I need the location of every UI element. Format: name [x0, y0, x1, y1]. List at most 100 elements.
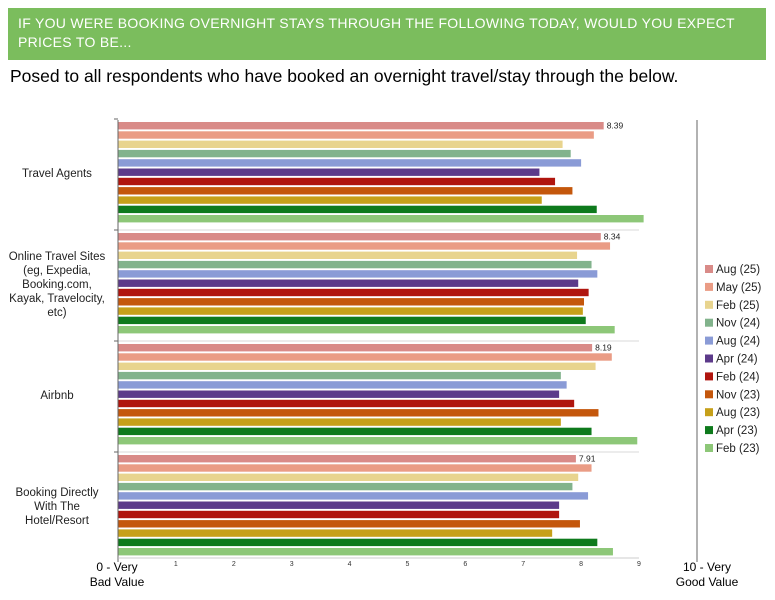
bar [118, 159, 582, 167]
data-label: 8.39 [607, 120, 624, 130]
legend-swatch [705, 336, 713, 345]
bar [118, 492, 589, 500]
bar [118, 187, 573, 195]
bar [118, 437, 638, 445]
legend-item: May (25) [705, 282, 762, 294]
bar [118, 455, 576, 463]
x-tick-label: 2 [232, 561, 236, 568]
chart-subtitle: Posed to all respondents who have booked… [10, 66, 679, 86]
legend-swatch [705, 408, 713, 417]
data-label: 7.91 [579, 453, 596, 463]
bar [118, 409, 599, 417]
legend-item: Aug (25) [705, 264, 760, 276]
bar [118, 288, 589, 297]
bar [118, 538, 598, 547]
legend-label: Aug (24) [716, 336, 760, 348]
legend-item: Feb (25) [705, 300, 760, 312]
bar [118, 353, 612, 361]
legend-swatch [705, 426, 713, 435]
data-label: 8.19 [595, 342, 612, 352]
bar [118, 233, 601, 241]
legend-label: Feb (24) [716, 371, 760, 383]
right-end-label: 10 - Very Good Value [676, 560, 739, 589]
bar [118, 149, 571, 158]
legend-swatch [705, 282, 713, 291]
legend-swatch [705, 372, 713, 381]
bar [118, 390, 560, 398]
bar [118, 122, 604, 130]
bar [118, 529, 553, 537]
bar [118, 131, 594, 139]
legend-swatch [705, 444, 713, 452]
bar [118, 168, 540, 176]
bar [118, 140, 563, 148]
legend-label: Nov (23) [716, 389, 760, 401]
bar [118, 381, 567, 389]
bar [118, 260, 592, 269]
legend-swatch [705, 265, 713, 273]
legend-item: Apr (23) [705, 425, 758, 437]
legend-label: May (25) [716, 282, 762, 294]
legend-swatch [705, 318, 713, 327]
x-tick-label: 8 [579, 561, 583, 568]
bar [118, 548, 613, 556]
bar [118, 482, 573, 491]
legend-item: Feb (24) [705, 371, 760, 383]
legend-swatch [705, 354, 713, 363]
legend-item: Nov (23) [705, 389, 760, 401]
bar [118, 362, 596, 370]
bar [118, 344, 593, 352]
legend-item: Nov (24) [705, 318, 760, 330]
legend-label: Feb (23) [716, 443, 760, 455]
legend-label: Nov (24) [716, 318, 760, 330]
legend-label: Feb (25) [716, 300, 760, 312]
bar [118, 473, 579, 481]
bar [118, 270, 598, 278]
legend-item: Aug (24) [705, 336, 760, 348]
x-tick-label: 6 [463, 561, 467, 568]
legend-label: Apr (23) [716, 425, 758, 437]
bar [118, 196, 542, 204]
bar [118, 316, 586, 325]
header-title: IF YOU WERE BOOKING OVERNIGHT STAYS THRO… [18, 15, 735, 50]
left-end-label: 0 - Very Bad Value [90, 560, 145, 589]
x-tick-label: 9 [637, 561, 641, 568]
category-label: Travel Agents [22, 168, 92, 180]
plot-area [118, 229, 639, 453]
bar [118, 205, 597, 214]
bar [118, 242, 611, 250]
bar [118, 399, 575, 408]
header-bar: IF YOU WERE BOOKING OVERNIGHT STAYS THRO… [8, 8, 766, 60]
x-tick-label: 5 [405, 561, 409, 568]
x-tick-label: 1 [174, 561, 178, 568]
bar [118, 510, 560, 519]
bar [118, 307, 583, 315]
category-label: Online Travel Sites (eg, Expedia, Booking.… [9, 251, 106, 319]
bar [118, 215, 644, 223]
category-label: Airbnb [40, 390, 73, 402]
legend-item: Aug (23) [705, 407, 760, 419]
legend-swatch [705, 300, 713, 309]
bar [118, 326, 615, 334]
x-tick-label: 3 [290, 561, 294, 568]
bar [118, 464, 592, 472]
x-tick-label: 7 [521, 561, 525, 568]
legend-item: Apr (24) [705, 354, 758, 366]
axes [114, 118, 698, 562]
legend-label: Apr (24) [716, 354, 758, 366]
bar [118, 520, 580, 528]
legend-label: Aug (23) [716, 407, 760, 419]
bar [118, 427, 592, 436]
bar [118, 501, 560, 509]
category-label: Booking Directly With The Hotel/Resort [15, 487, 98, 527]
legend-label: Aug (25) [716, 264, 760, 276]
bar [118, 279, 579, 287]
bar [118, 371, 561, 380]
legend: Aug (25) May (25) Feb (25) Nov (24) Aug (24)… [705, 264, 762, 455]
bar [118, 298, 585, 306]
bar [118, 177, 556, 186]
bar [118, 251, 578, 259]
x-tick-label: 4 [348, 561, 352, 568]
data-label: 8.34 [604, 231, 621, 241]
